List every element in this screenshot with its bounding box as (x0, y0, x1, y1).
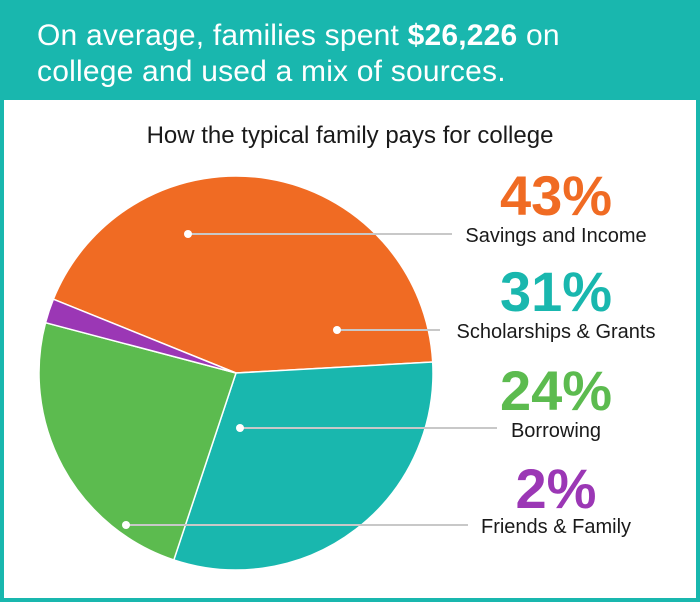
pie-slices (38, 175, 434, 571)
headline-line1-post: on (517, 19, 560, 52)
slice-category-label: Friends & Family (481, 516, 631, 538)
slice-percent-label: 2% (516, 457, 597, 520)
callouts: 43%Savings and Income 31%Scholarships & G… (122, 164, 655, 538)
slice-category-label: Borrowing (511, 420, 601, 442)
pie-slice-scholarships-grants (172, 361, 434, 571)
leader-dot (184, 230, 192, 238)
pie-slice-savings-and-income (52, 175, 434, 374)
leader-dot (122, 521, 130, 529)
header-banner: On average, families spent $26,226 on co… (4, 4, 696, 100)
leader-dot (236, 424, 244, 432)
slice-category-label: Savings and Income (465, 225, 646, 247)
headline-line1-pre: On average, families spent (37, 19, 408, 52)
slice-percent-label: 43% (500, 164, 612, 227)
headline: On average, families spent $26,226 on co… (37, 18, 560, 90)
headline-amount: $26,226 (407, 19, 518, 52)
headline-line2: college and used a mix of sources. (37, 55, 506, 88)
slice-percent-label: 31% (500, 260, 612, 323)
chart-title: How the typical family pays for college (146, 122, 554, 149)
slice-category-label: Scholarships & Grants (457, 321, 656, 343)
pie-slice-friends-family (44, 298, 237, 374)
slice-percent-label: 24% (500, 359, 612, 422)
pie-slice-borrowing (38, 321, 237, 561)
leader-dot (333, 326, 341, 334)
